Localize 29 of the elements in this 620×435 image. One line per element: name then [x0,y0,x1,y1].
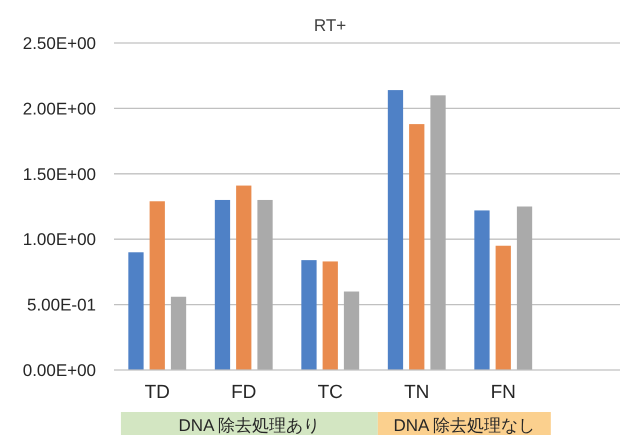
x-tick-label: TC [318,382,343,403]
bar [516,206,532,370]
bar [214,200,230,370]
y-tick-label: 0.00E+00 [22,361,96,380]
chart-title: RT+ [314,16,346,35]
bar [150,201,165,370]
x-tick-label: TN [404,382,430,403]
bar [236,186,252,370]
x-tick-label: TD [144,382,170,403]
y-tick-label: 2.50E+00 [22,34,96,53]
bar [322,261,338,370]
y-tick-label: 1.00E+00 [22,230,96,250]
y-tick-label: 5.00E-01 [27,296,96,315]
text: DNA 除去処理なし [393,416,536,435]
bar [344,292,360,370]
y-tick-label: 1.50E+00 [22,164,96,184]
bar [388,90,404,370]
bar [257,200,273,370]
bar [474,210,490,370]
bar [496,246,511,370]
bar [128,252,144,370]
x-tick-label: FN [490,382,516,403]
bar [430,95,446,370]
bar [409,124,424,370]
bar [301,260,317,370]
x-tick-label: FD [231,382,256,403]
bar [170,296,186,370]
text: DNA 除去処理あり [178,416,320,435]
y-tick-label: 2.00E+00 [22,99,96,118]
